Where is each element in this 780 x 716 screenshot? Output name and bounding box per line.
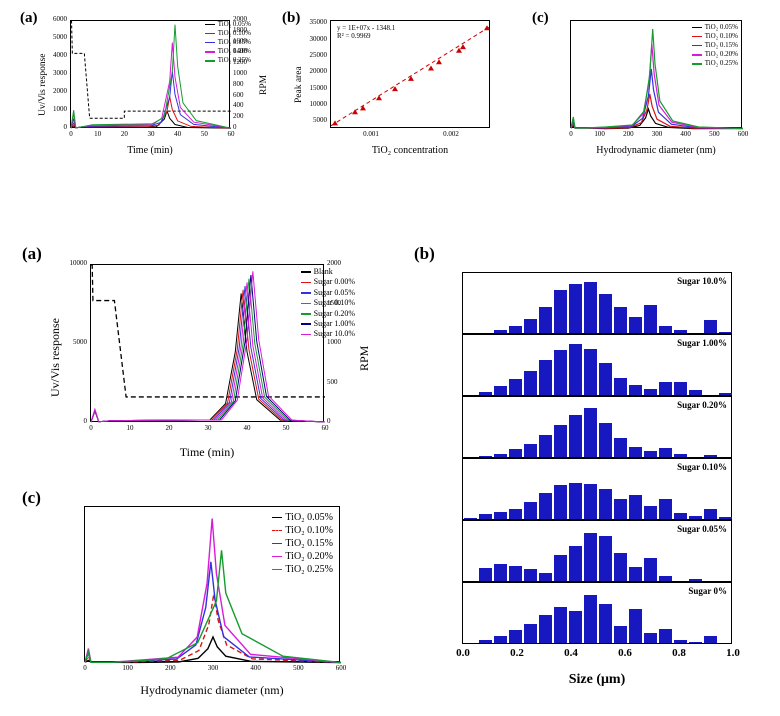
chart-top-b: Peak area y = 1E+07x - 1348.1 R² = 0.996… (300, 16, 505, 154)
ylabel-top-b: Peak area (294, 16, 304, 154)
plot-bot-a: BlankSugar 0.00%Sugar 0.05%Sugar 0.10%Su… (90, 264, 324, 422)
ylabel-left-top-a: Uv/Vis response (38, 16, 48, 154)
panel-label-top-a: (a) (20, 10, 38, 27)
xlabel-bot-c: Hydrodynamic diameter (nm) (84, 683, 340, 698)
plot-top-c: TiO₂ 0.05%TiO₂ 0.10%TiO₂ 0.15%TiO₂ 0.20%… (570, 20, 742, 128)
xlabel-top-b: TiO₂ concentration (330, 145, 490, 156)
xlabel-top-c: Hydrodynamic diameter (nm) (570, 145, 742, 156)
xlabel-top-a: Time (min) (70, 145, 230, 156)
panel-label-bot-b: (b) (414, 244, 435, 264)
eq-text-top-b: y = 1E+07x - 1348.1 R² = 0.9969 (337, 24, 395, 40)
ylabel-right-bot-a: RPM (357, 258, 372, 458)
plot-bot-b: 0.00.20.40.60.81.0Sugar 10.0%Sugar 1.00%… (462, 272, 732, 644)
chart-bot-a: Uv/Vis response BlankSugar 0.00%Sugar 0.… (54, 258, 364, 458)
legend-top-c: TiO₂ 0.05%TiO₂ 0.10%TiO₂ 0.15%TiO₂ 0.20%… (692, 23, 738, 68)
chart-top-a: Uv/Vis response TiO₂ 0.05%TiO₂ 0.10%TiO₂… (44, 16, 259, 154)
panel-label-top-c: (c) (532, 10, 549, 27)
panel-label-bot-a: (a) (22, 244, 42, 264)
xlabel-bot-b: Size (μm) (462, 672, 732, 688)
chart-top-c: TiO₂ 0.05%TiO₂ 0.10%TiO₂ 0.15%TiO₂ 0.20%… (552, 16, 758, 154)
ylabel-right-top-a: RPM (259, 16, 269, 154)
panel-label-bot-c: (c) (22, 488, 41, 508)
plot-bot-c: TiO₂ 0.05%TiO₂ 0.10%TiO₂ 0.15%TiO₂ 0.20%… (84, 506, 340, 662)
chart-bot-b: 0.00.20.40.60.81.0Sugar 10.0%Sugar 1.00%… (448, 268, 746, 686)
ylabel-left-bot-a: Uv/Vis response (48, 258, 63, 458)
plot-top-a: TiO₂ 0.05%TiO₂ 0.10%TiO₂ 0.15%TiO₂ 0.20%… (70, 20, 230, 128)
legend-bot-c: TiO₂ 0.05%TiO₂ 0.10%TiO₂ 0.15%TiO₂ 0.20%… (272, 511, 333, 576)
plot-top-b: y = 1E+07x - 1348.1 R² = 0.9969 0.0010.0… (330, 20, 490, 128)
xlabel-bot-a: Time (min) (90, 445, 324, 460)
chart-bot-c: TiO₂ 0.05%TiO₂ 0.10%TiO₂ 0.15%TiO₂ 0.20%… (54, 500, 364, 696)
